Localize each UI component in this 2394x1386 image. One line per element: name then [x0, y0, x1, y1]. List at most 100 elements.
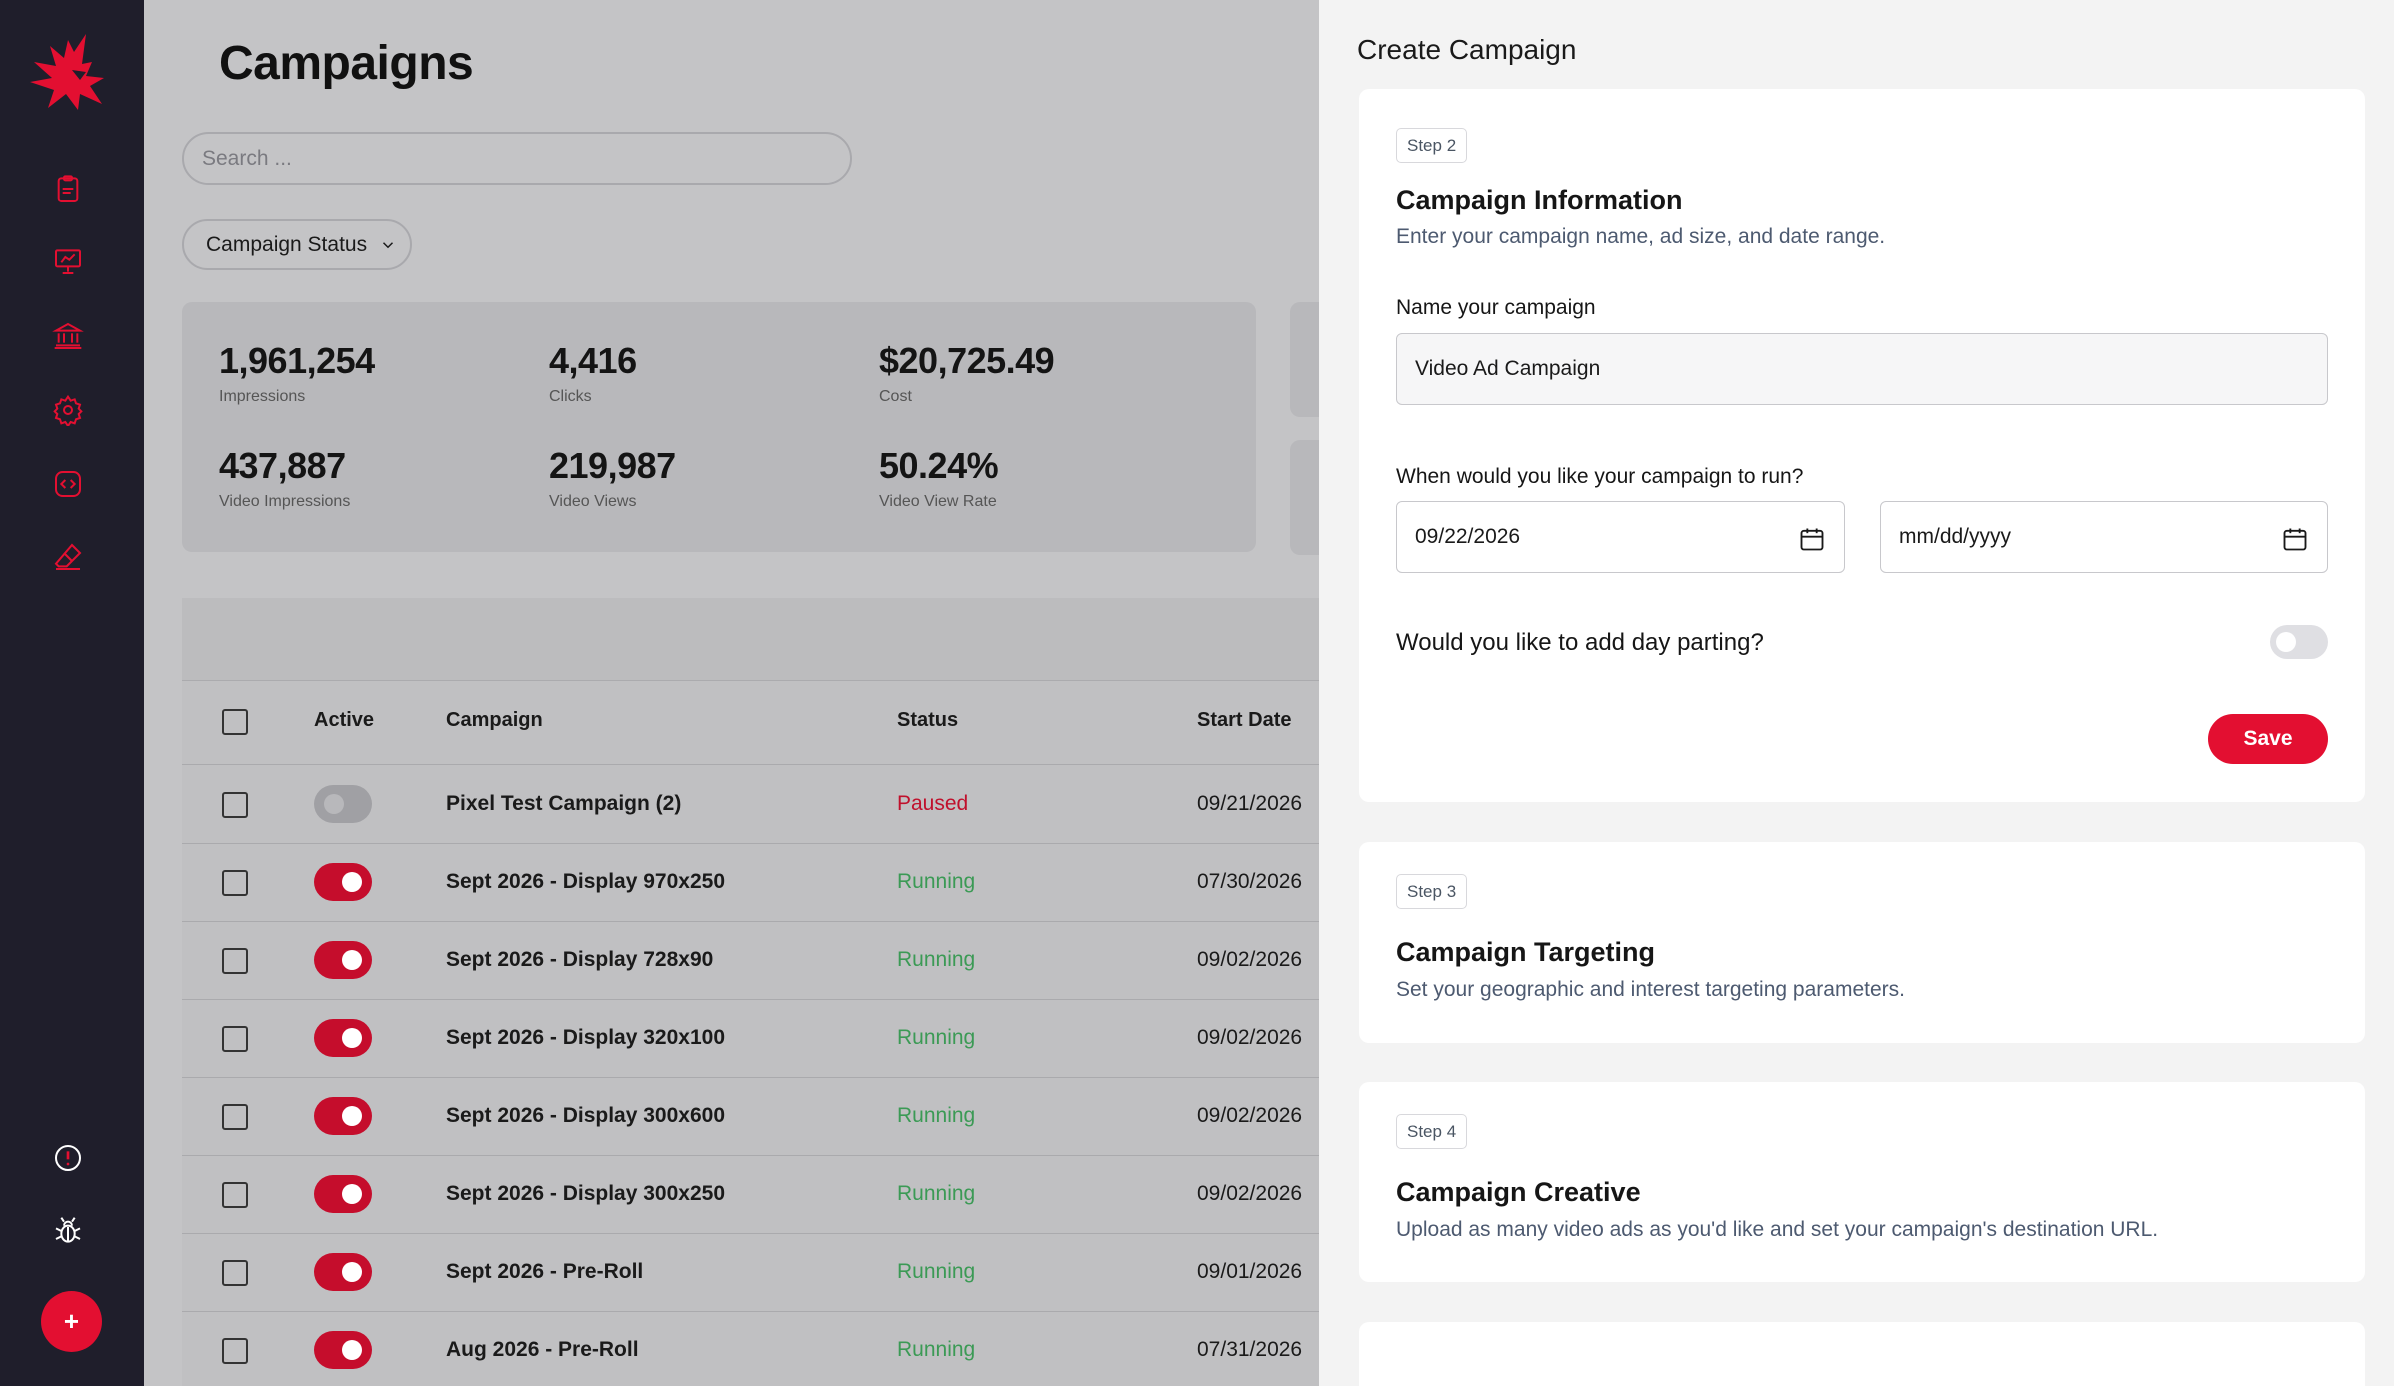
table-toolbar: [182, 598, 1319, 681]
calendar-icon[interactable]: [1798, 525, 1826, 553]
step-description: Set your geographic and interest targeti…: [1396, 978, 1905, 1001]
clipboard-icon[interactable]: [50, 171, 86, 207]
header-status[interactable]: Status: [897, 709, 959, 731]
active-toggle[interactable]: [314, 1253, 372, 1291]
select-all-checkbox[interactable]: [222, 709, 248, 735]
campaign-name-label: Name your campaign: [1396, 296, 1596, 319]
row-checkbox[interactable]: [222, 1104, 248, 1130]
header-start-date[interactable]: Start Date: [1197, 709, 1292, 731]
stats-card-partial: [1290, 302, 1319, 417]
row-checkbox[interactable]: [222, 948, 248, 974]
step-3-card[interactable]: Step 3 Campaign Targeting Set your geogr…: [1359, 842, 2365, 1043]
stat-video-view-rate: 50.24% Video View Rate: [879, 445, 999, 511]
campaign-start-date: 09/02/2026: [1197, 948, 1303, 971]
active-toggle[interactable]: [314, 785, 372, 823]
stat-value: 437,887: [219, 445, 346, 486]
active-toggle[interactable]: [314, 863, 372, 901]
row-checkbox[interactable]: [222, 792, 248, 818]
table-row[interactable]: Pixel Test Campaign (2) Paused 09/21/2026: [182, 766, 1319, 844]
campaign-status-label: Campaign Status: [206, 232, 368, 256]
code-icon[interactable]: [50, 466, 86, 502]
campaign-start-date: 09/02/2026: [1197, 1104, 1303, 1127]
stat-label: Impressions: [219, 388, 306, 405]
active-toggle[interactable]: [314, 1097, 372, 1135]
toggle-knob: [342, 1340, 362, 1360]
stats-card-partial: [1290, 440, 1319, 555]
run-dates-label: When would you like your campaign to run…: [1396, 465, 1804, 488]
campaign-name[interactable]: Sept 2026 - Display 728x90: [446, 948, 714, 971]
campaign-name[interactable]: Aug 2026 - Pre-Roll: [446, 1338, 639, 1361]
row-checkbox[interactable]: [222, 1182, 248, 1208]
step-badge: Step 3: [1396, 874, 1468, 909]
step-4-card[interactable]: Step 4 Campaign Creative Upload as many …: [1359, 1082, 2365, 1282]
campaign-status: Paused: [897, 792, 969, 815]
table-row[interactable]: Aug 2026 - Pre-Roll Running 07/31/2026: [182, 1312, 1319, 1386]
active-toggle[interactable]: [314, 1019, 372, 1057]
stat-value: 50.24%: [879, 445, 999, 486]
header-active[interactable]: Active: [314, 709, 375, 731]
table-row[interactable]: Sept 2026 - Display 300x250 Running 09/02/…: [182, 1156, 1319, 1234]
campaign-start-date: 07/30/2026: [1197, 870, 1303, 893]
active-toggle[interactable]: [314, 1175, 372, 1213]
toggle-knob: [324, 794, 344, 814]
campaign-status-dropdown[interactable]: Campaign Status: [182, 219, 412, 270]
eraser-icon[interactable]: [50, 539, 86, 575]
active-toggle[interactable]: [314, 1331, 372, 1369]
stat-label: Video View Rate: [879, 493, 997, 510]
campaign-start-date: 09/02/2026: [1197, 1182, 1303, 1205]
stat-clicks: 4,416 Clicks: [549, 340, 637, 406]
panel-title: Create Campaign: [1357, 34, 1577, 65]
row-checkbox[interactable]: [222, 1260, 248, 1286]
stat-value: 219,987: [549, 445, 676, 486]
eagle-logo[interactable]: [28, 32, 108, 116]
campaign-status: Running: [897, 870, 976, 893]
table-row[interactable]: Sept 2026 - Pre-Roll Running 09/01/2026: [182, 1234, 1319, 1312]
table-row[interactable]: Sept 2026 - Display 320x100 Running 09/02/…: [182, 1000, 1319, 1078]
start-date-input[interactable]: 09/22/2026: [1396, 501, 1845, 573]
stat-value: 4,416: [549, 340, 637, 381]
save-button[interactable]: Save: [2208, 714, 2328, 764]
active-toggle[interactable]: [314, 941, 372, 979]
toggle-knob: [342, 1106, 362, 1126]
day-parting-toggle[interactable]: [2270, 625, 2328, 659]
campaign-name[interactable]: Sept 2026 - Display 300x600: [446, 1104, 726, 1127]
stat-value: 1,961,254: [219, 340, 375, 381]
settings-gear-icon[interactable]: [50, 392, 86, 428]
calendar-icon[interactable]: [2281, 525, 2309, 553]
row-checkbox[interactable]: [222, 870, 248, 896]
add-button[interactable]: +: [41, 1291, 102, 1352]
row-checkbox[interactable]: [222, 1338, 248, 1364]
campaign-name[interactable]: Pixel Test Campaign (2): [446, 792, 682, 815]
alert-circle-icon[interactable]: [50, 1140, 86, 1176]
campaign-name[interactable]: Sept 2026 - Display 300x250: [446, 1182, 726, 1205]
step-badge: Step 4: [1396, 1114, 1468, 1149]
stat-label: Video Impressions: [219, 493, 351, 510]
bug-icon[interactable]: [50, 1213, 86, 1249]
campaign-name[interactable]: Sept 2026 - Display 970x250: [446, 870, 726, 893]
table-row[interactable]: Sept 2026 - Display 300x600 Running 09/02/…: [182, 1078, 1319, 1156]
stat-label: Video Views: [549, 493, 637, 510]
stat-label: Cost: [879, 388, 912, 405]
toggle-knob: [342, 872, 362, 892]
bank-icon[interactable]: [50, 318, 86, 354]
row-checkbox[interactable]: [222, 1026, 248, 1052]
table-row[interactable]: Sept 2026 - Display 728x90 Running 09/02/2…: [182, 922, 1319, 1000]
step-title: Campaign Information: [1396, 185, 1683, 215]
search-input[interactable]: [182, 132, 852, 185]
campaign-name[interactable]: Sept 2026 - Display 320x100: [446, 1026, 726, 1049]
campaign-name[interactable]: Sept 2026 - Pre-Roll: [446, 1260, 644, 1283]
header-campaign[interactable]: Campaign: [446, 709, 543, 731]
campaign-status: Running: [897, 1104, 976, 1127]
step-5-card[interactable]: [1359, 1322, 2365, 1386]
step-badge: Step 2: [1396, 128, 1468, 163]
sidebar: +: [0, 0, 144, 1386]
campaigns-table: Active Campaign Status Start Date Pixel …: [182, 598, 1319, 1386]
campaigns-main: Campaigns Campaign Status 1,961,254 Impr…: [144, 0, 1319, 1386]
campaign-name-input[interactable]: [1396, 333, 2328, 405]
presentation-chart-icon[interactable]: [50, 243, 86, 279]
chevron-down-icon: [383, 241, 394, 248]
toggle-knob: [342, 1262, 362, 1282]
table-row[interactable]: Sept 2026 - Display 970x250 Running 07/30/…: [182, 844, 1319, 922]
step-title: Campaign Targeting: [1396, 937, 1656, 967]
end-date-input[interactable]: mm/dd/yyyy: [1880, 501, 2328, 573]
